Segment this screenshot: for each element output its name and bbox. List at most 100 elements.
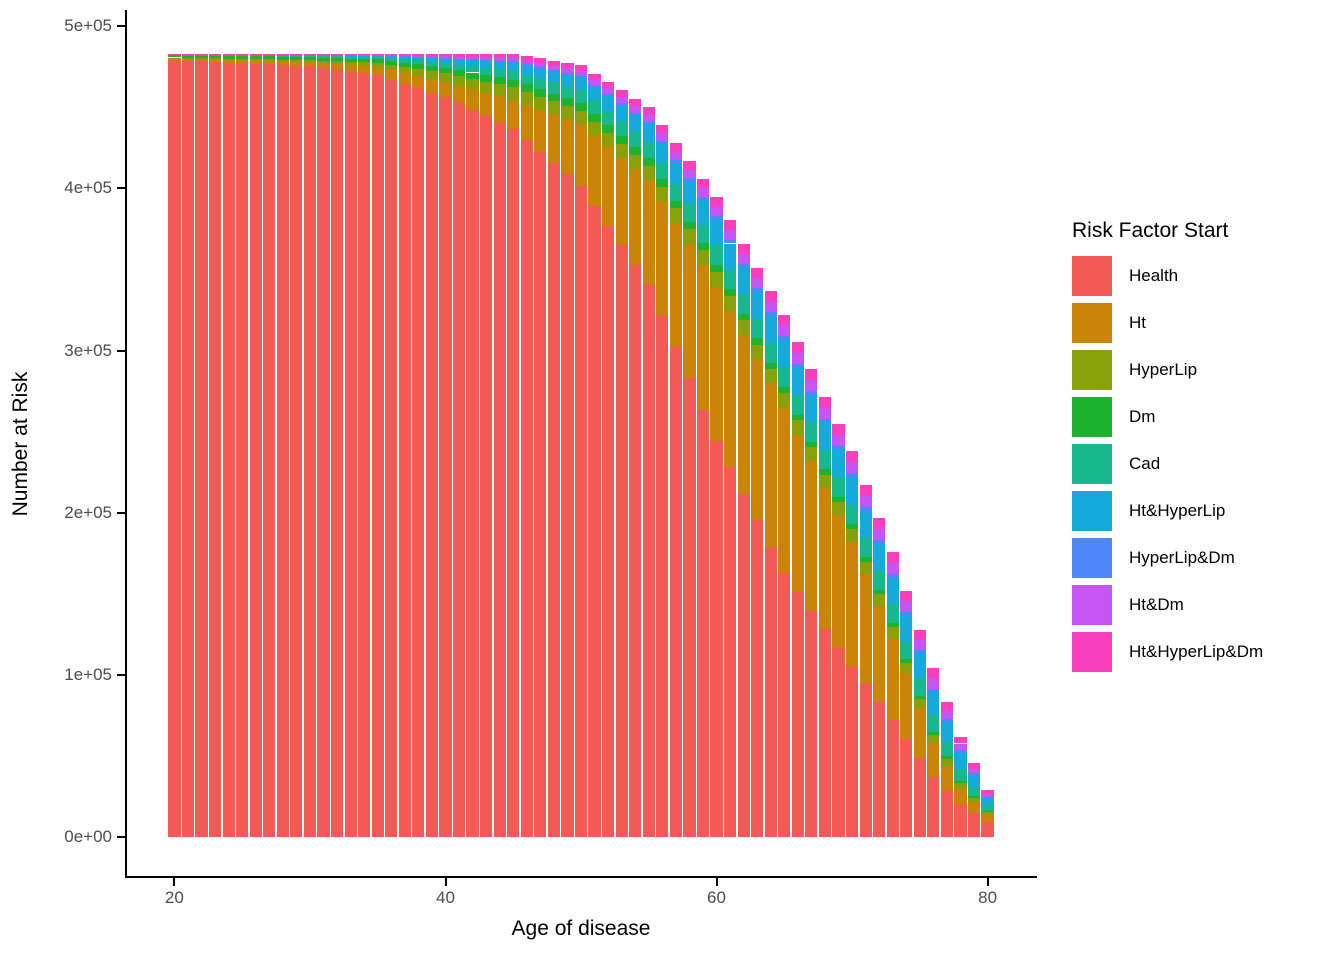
bar-segment-ht	[886, 638, 899, 720]
bar-segment-ht-dm	[940, 710, 953, 720]
legend-key-swatch	[1072, 538, 1112, 578]
bar-segment-health	[236, 63, 249, 838]
bar-segment-health	[398, 83, 411, 838]
bar-segment-ht	[642, 179, 655, 286]
x-tick-mark	[715, 878, 718, 886]
bar-segment-hyperlip-dm	[629, 112, 642, 116]
bar-segment-dm	[466, 72, 479, 79]
bar-segment-ht-hyperlip	[805, 394, 818, 423]
bar-segment-ht-hyperlip	[493, 61, 506, 70]
bar-segment-ht	[764, 383, 777, 547]
bar-segment-hyperlip	[249, 59, 262, 61]
bar-segment-ht-hyperlip-dm	[900, 590, 913, 602]
bar-segment-ht-hyperlip-dm	[263, 53, 276, 55]
bar-segment-hyperlip-dm	[656, 140, 669, 144]
bar-segment-ht-hyperlip	[927, 691, 940, 716]
legend-item-label: HyperLip&Dm	[1129, 548, 1235, 567]
bar-segment-ht-dm	[385, 54, 398, 56]
bar-segment-ht-hyperlip	[832, 449, 845, 478]
bar-segment-ht-hyperlip	[398, 56, 411, 60]
x-tick-mark	[444, 878, 447, 886]
bar-segment-dm	[236, 55, 249, 59]
bar-segment-ht-dm	[480, 57, 493, 60]
bar-segment-ht-dm	[602, 88, 615, 95]
bar-segment-hyperlip-dm	[615, 103, 628, 106]
bar-segment-dm	[290, 56, 303, 60]
bar-segment-dm	[723, 289, 737, 296]
bar-segment-hyperlip-dm	[561, 72, 574, 75]
bar-segment-ht-hyperlip	[940, 722, 953, 742]
bar-segment-health	[208, 61, 222, 838]
bar-segment-hyperlip-dm	[330, 54, 344, 56]
bar-segment-ht-dm	[452, 56, 466, 59]
bar-segment-ht-dm	[425, 55, 439, 58]
bar-segment-hyperlip-dm	[588, 84, 601, 88]
bar-segment-hyperlip	[818, 474, 832, 489]
bar-segment-ht-dm	[845, 462, 859, 474]
bar-segment-ht-hyperlip	[344, 55, 357, 57]
bar-segment-hyperlip	[425, 71, 439, 80]
bar-segment-hyperlip	[954, 783, 967, 789]
bar-segment-cad	[913, 678, 926, 696]
legend-item-label: Cad	[1129, 454, 1161, 473]
legend-key-swatch	[1072, 397, 1112, 437]
y-axis-title: Number at Risk	[9, 371, 32, 517]
bar-segment-hyperlip	[737, 320, 750, 335]
legend-title: Risk Factor Start	[1072, 219, 1229, 242]
bar-segment-ht-hyperlip	[276, 54, 289, 56]
legend-item-cad: Cad	[1072, 444, 1344, 484]
bar-segment-hyperlip	[791, 420, 804, 435]
legend-key-swatch	[1072, 491, 1112, 531]
bar-segment-ht-dm	[249, 54, 262, 55]
legend-item-health: Health	[1072, 256, 1344, 296]
bar-segment-ht	[859, 574, 872, 685]
bar-segment-cad	[208, 54, 222, 56]
bar-segment-ht-hyperlip-dm	[778, 314, 791, 326]
bar-segment-ht-hyperlip-dm	[683, 160, 696, 170]
bar-segment-ht	[303, 62, 317, 67]
bar-segment-ht-dm	[737, 254, 750, 265]
bar-segment-ht-hyperlip	[669, 162, 682, 184]
legend-items: Health Ht HyperLip Dm Cad Ht&HyperLip HyperLip…	[1072, 256, 1344, 672]
bar-segment-ht	[385, 70, 398, 80]
bar-segment-dm	[547, 93, 560, 102]
bar-segment-ht-hyperlip	[791, 367, 804, 395]
bar-segment-health	[629, 265, 642, 838]
y-tick-label: 4e+05	[64, 178, 112, 198]
bar-segment-dm	[818, 469, 832, 475]
bar-segment-ht	[615, 157, 628, 246]
bar-segment-dm	[927, 731, 940, 736]
bar-segment-dm	[344, 58, 357, 62]
bar-segment-hyperlip-dm	[425, 57, 439, 59]
legend-item-label: Dm	[1129, 407, 1156, 426]
bar-segment-cad	[398, 59, 411, 63]
legend-key-swatch	[1072, 350, 1112, 390]
bar-segment-hyperlip-dm	[791, 363, 804, 368]
bar-segment-health	[805, 610, 818, 838]
bar-segment-hyperlip	[480, 81, 493, 93]
bar-segment-ht-hyperlip-dm	[669, 143, 682, 152]
bar-segment-cad	[249, 55, 262, 57]
bar-segment-hyperlip-dm	[507, 61, 520, 63]
legend-item-label: Ht&HyperLip	[1129, 501, 1226, 520]
bar-segment-ht-dm	[981, 793, 994, 797]
bar-segment-cad	[371, 57, 384, 60]
bar-segment-dm	[480, 74, 493, 82]
bar-segment-cad	[778, 367, 791, 388]
bar-segment-ht-hyperlip-dm	[425, 53, 439, 56]
bar-segment-ht-hyperlip	[330, 55, 344, 57]
x-axis-title: Age of disease	[511, 917, 651, 940]
bar-segment-dm	[656, 179, 669, 187]
bar-segment-ht-hyperlip-dm	[967, 763, 981, 769]
y-tick-mark	[117, 187, 125, 190]
bar-segment-ht	[371, 67, 384, 76]
bar-segment-ht-dm	[208, 54, 222, 55]
bar-segment-ht-hyperlip	[696, 200, 710, 225]
bar-segment-ht-hyperlip-dm	[276, 53, 289, 55]
bar-segment-ht-dm	[615, 97, 628, 104]
bar-segment-ht-hyperlip-dm	[208, 53, 222, 55]
bar-segment-hyperlip-dm	[303, 54, 317, 56]
bar-segment-cad	[412, 60, 425, 65]
bar-segment-cad	[710, 245, 723, 265]
bar-segment-hyperlip-dm	[805, 390, 818, 395]
